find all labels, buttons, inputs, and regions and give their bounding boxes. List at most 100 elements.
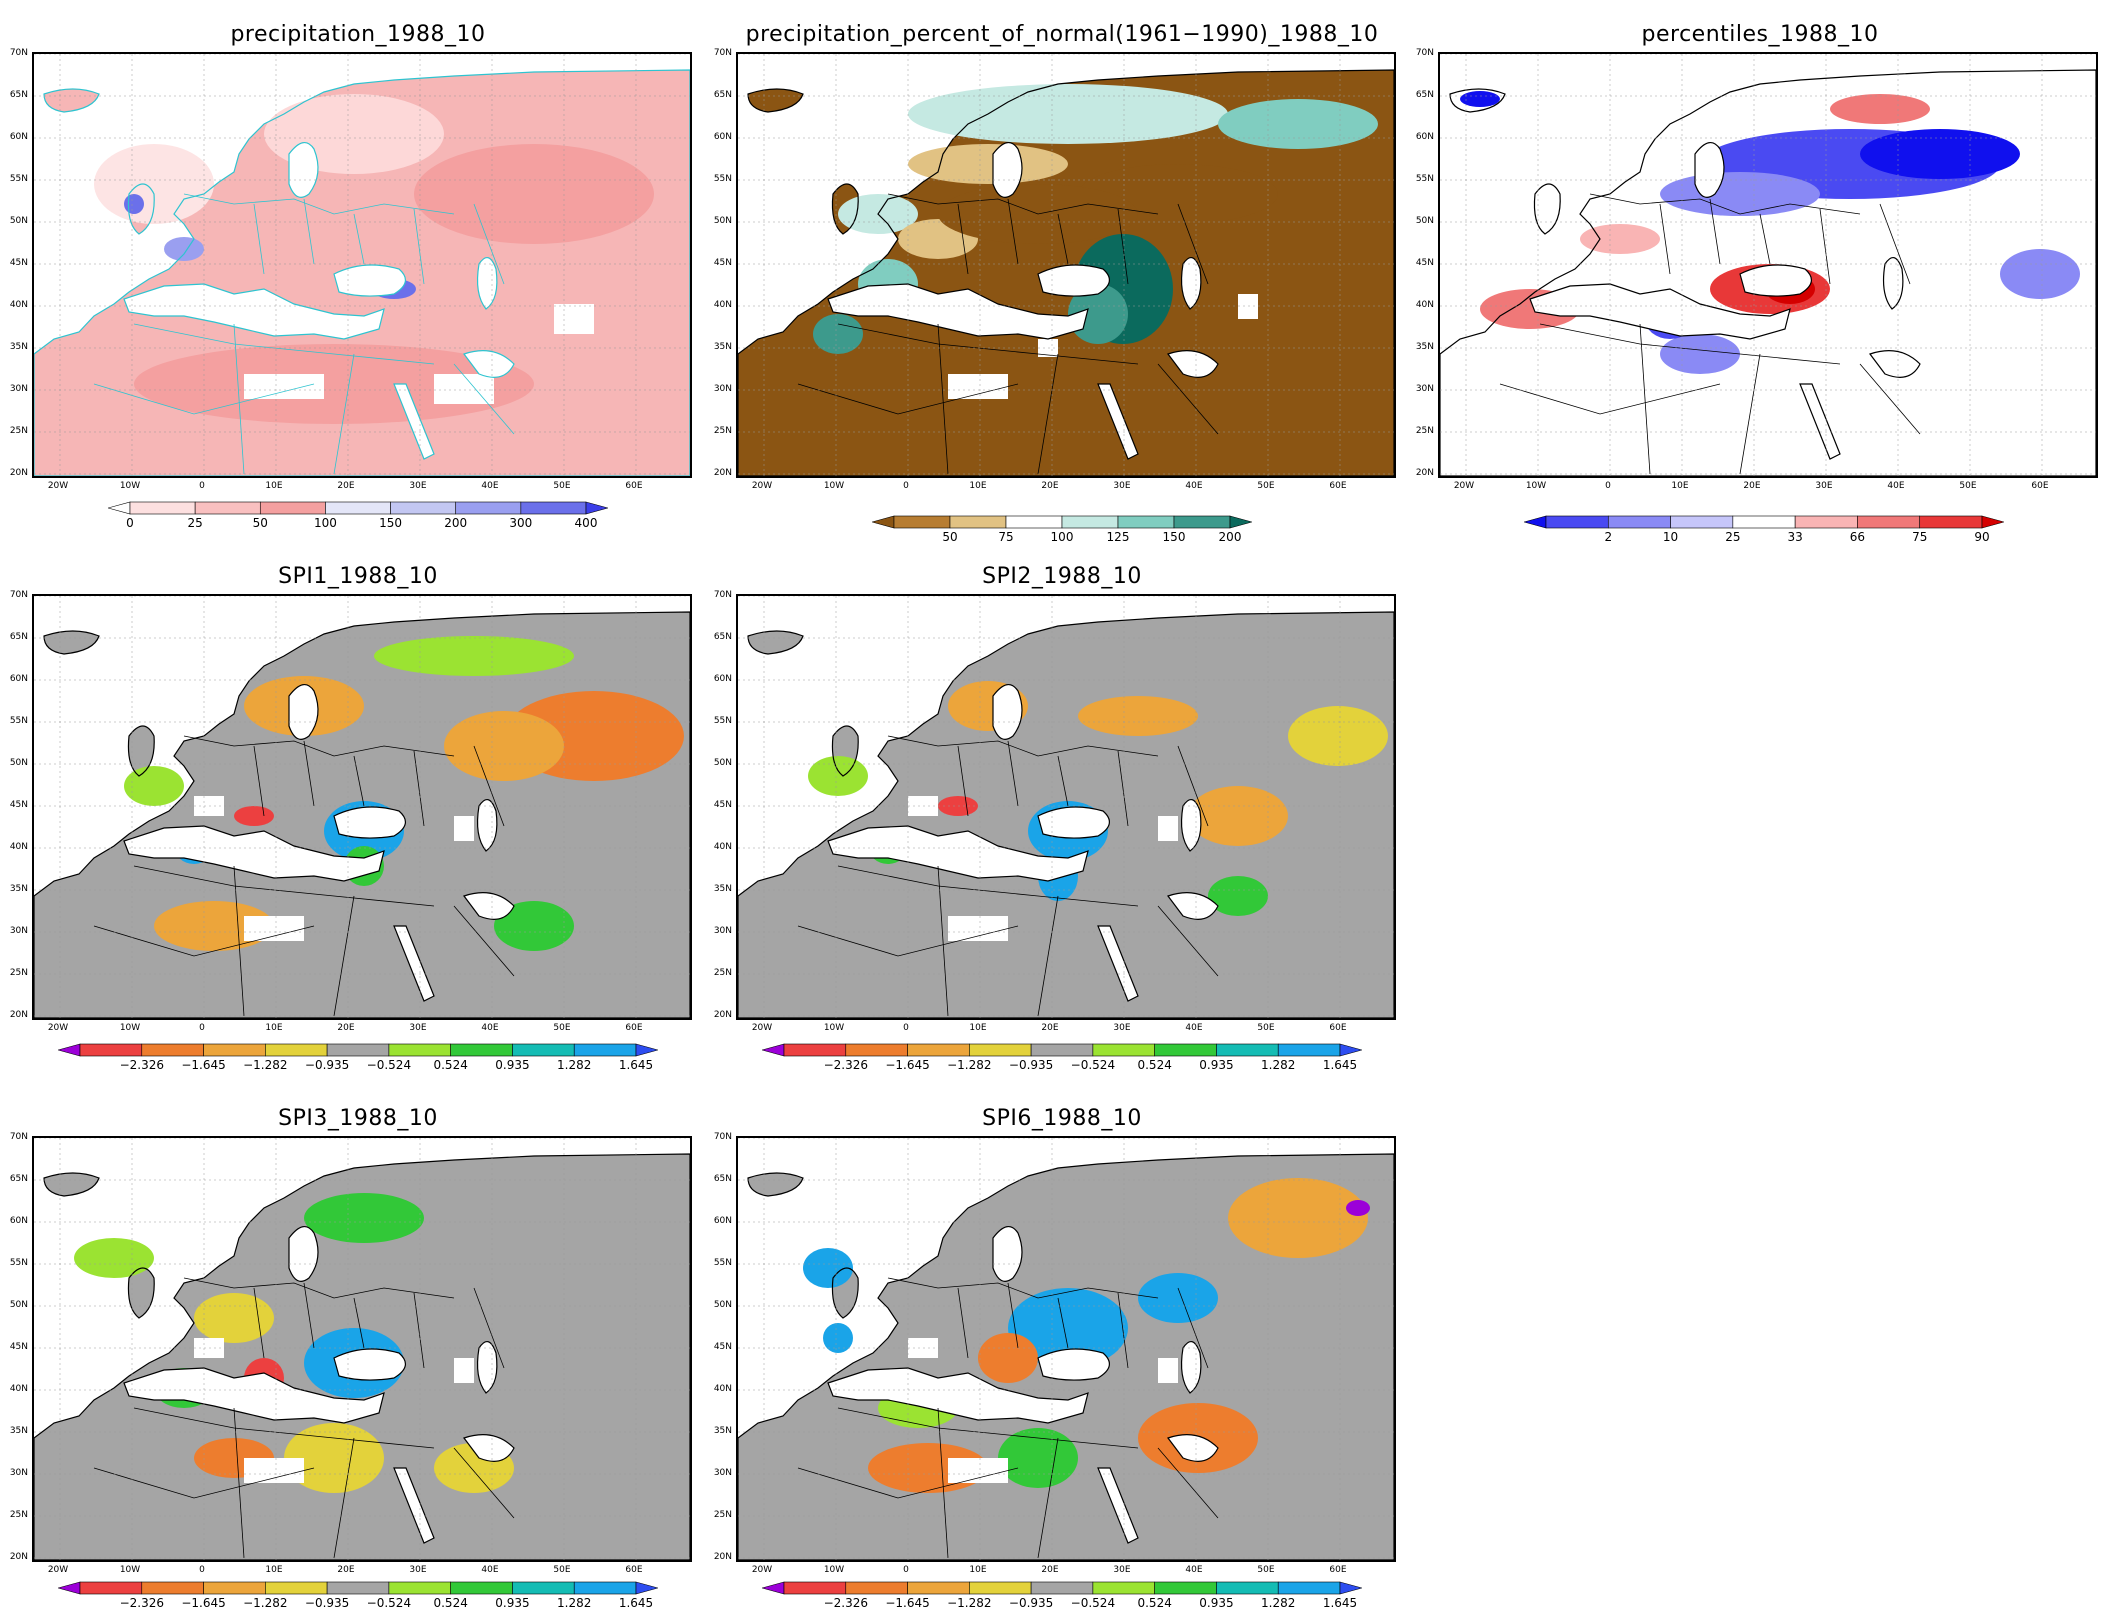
country-border (473, 745, 505, 827)
latitude-label: 55N (9, 716, 28, 726)
colorbar-label: −0.935 (305, 1596, 349, 1610)
colorbar-label: −1.282 (243, 1058, 287, 1072)
iceland (44, 1173, 99, 1196)
coastline (333, 264, 406, 297)
country-border (333, 1437, 355, 1559)
sea-body (334, 265, 406, 297)
panel-spi3: SPI3_1988_10 70N 65N 60N 55N 50N 45N 40N 35N 30N… (8, 1106, 708, 1620)
colorbar-label: 0.524 (1137, 1596, 1171, 1610)
country-border (453, 905, 515, 977)
panel-precipitation: precipitation_1988_10 70N 65N 60N 55N 50N 45N… (8, 22, 708, 542)
colorbar-label: −1.282 (947, 1596, 991, 1610)
country-border (183, 1277, 455, 1299)
latitude-label: 30N (713, 926, 732, 936)
colorbar-label: 100 (1051, 530, 1074, 544)
colorbar-swatch (512, 1043, 575, 1057)
colorbar-swatch (450, 1581, 513, 1595)
longitude-label: 20W (1453, 481, 1475, 491)
latitude-label: 25N (9, 968, 28, 978)
colorbar-label: 200 (1219, 530, 1242, 544)
missing-data (948, 916, 1008, 941)
colorbar-max-arrow (635, 1581, 658, 1595)
colorbar-label: 150 (1163, 530, 1186, 544)
latitude-label: 50N (713, 1300, 732, 1310)
country-border (93, 1467, 315, 1499)
colorbar-max-arrow (1339, 1581, 1362, 1595)
data-contour (808, 756, 868, 796)
data-contour (1860, 129, 2020, 179)
country-border (1117, 1292, 1129, 1369)
british-isles (128, 1268, 155, 1318)
data-contour (908, 84, 1228, 144)
sea-body (1168, 350, 1218, 378)
latitude-label: 70N (9, 590, 28, 600)
coastline (1097, 383, 1139, 460)
coastline (1739, 264, 1812, 297)
country-border (1539, 323, 1841, 365)
latitude-label: 50N (713, 758, 732, 768)
coastline (393, 925, 435, 1002)
latitude-label: 45N (9, 800, 28, 810)
country-border (1157, 363, 1219, 435)
colorbar-label: 1.282 (1261, 1596, 1295, 1610)
colorbar-label: 0.935 (1199, 1596, 1233, 1610)
colorbar-max-arrow (1981, 515, 2004, 529)
latitude-label: 30N (1415, 384, 1434, 394)
country-border (837, 865, 1139, 907)
colorbar-swatch (1857, 515, 1921, 529)
longitude-label: 20W (47, 1565, 69, 1575)
longitude-label: 50E (1257, 481, 1275, 491)
country-border (1499, 383, 1721, 415)
missing-data (244, 1458, 304, 1483)
latitude-label: 35N (713, 884, 732, 894)
longitude-label: 50E (553, 481, 571, 491)
missing-data (948, 1458, 1008, 1483)
sea-body (1695, 142, 1724, 198)
latitude-label: 50N (9, 1300, 28, 1310)
latitude-label: 65N (713, 1174, 732, 1184)
iceland (748, 1173, 803, 1196)
latitude-label: 35N (9, 884, 28, 894)
longitude-label: 50E (1257, 1023, 1275, 1033)
country-border (797, 1467, 1019, 1499)
country-border (413, 208, 425, 285)
data-contour (1660, 172, 1820, 216)
country-border (1157, 905, 1219, 977)
colorbar-swatch (326, 1043, 390, 1057)
data-contour (1830, 94, 1930, 124)
sea-body (828, 826, 1088, 881)
country-border (333, 895, 355, 1017)
latitude-label: 20N (9, 1552, 28, 1562)
colorbar-swatch (326, 1581, 390, 1595)
longitude-label: 60E (625, 481, 643, 491)
coastline (127, 725, 155, 777)
coastline (393, 383, 435, 460)
sea-body (394, 384, 434, 459)
coastline (992, 684, 1023, 740)
latitude-label: 20N (713, 468, 732, 478)
colorbar-label: −1.282 (947, 1058, 991, 1072)
colorbar: −2.326 −1.645 −1.282 −0.935 −0.524 0.524 0.935… (58, 1581, 658, 1610)
latitude-label: 35N (713, 342, 732, 352)
colorbar-label: 0 (126, 516, 134, 530)
longitude-label: 10E (265, 481, 283, 491)
colorbar-swatch (1117, 515, 1175, 529)
latitude-label: 60N (1415, 132, 1434, 142)
data-contour (374, 636, 574, 676)
coastline (43, 1172, 100, 1197)
coastline (831, 725, 859, 777)
coastline (831, 183, 859, 235)
latitude-label: 70N (9, 1132, 28, 1142)
colorbar-label: 0.524 (1137, 1058, 1171, 1072)
coastline (747, 630, 804, 655)
colorbar-swatch (893, 515, 951, 529)
latitude-label: 40N (713, 300, 732, 310)
country-border (1709, 198, 1721, 265)
sea-body (1870, 350, 1920, 378)
data-contour (164, 237, 204, 261)
latitude-label: 30N (713, 384, 732, 394)
longitude-label: 40E (481, 1023, 499, 1033)
coastline (476, 257, 498, 310)
country-border (183, 735, 455, 757)
coastline (1167, 1434, 1219, 1462)
